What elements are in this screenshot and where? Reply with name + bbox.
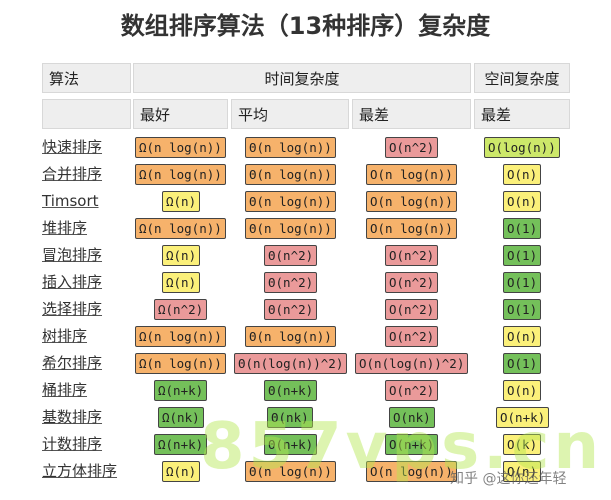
credit-text: 知乎 @这你还年轻 bbox=[450, 471, 567, 487]
complexity-badge-space: O(1) bbox=[503, 353, 542, 374]
table-row: 插入排序 Ω(n) Θ(n^2) O(n^2) O(1) bbox=[42, 269, 570, 296]
algorithm-link[interactable]: 合并排序 bbox=[42, 165, 103, 183]
complexity-badge-best: Ω(n log(n)) bbox=[135, 326, 226, 347]
complexity-badge-worst: O(n^2) bbox=[385, 137, 439, 158]
algorithm-link[interactable]: 插入排序 bbox=[42, 273, 103, 291]
complexity-badge-space: O(1) bbox=[503, 272, 542, 293]
algorithm-link[interactable]: 选择排序 bbox=[42, 300, 103, 318]
complexity-table: 算法 时间复杂度 空间复杂度 最好 平均 最差 最差 快速排序 Ω(n log(n… bbox=[42, 63, 570, 485]
complexity-badge-space: O(n) bbox=[503, 326, 542, 347]
complexity-badge-best: Ω(n) bbox=[162, 245, 201, 266]
subheader-row: 最好 平均 最差 最差 bbox=[42, 99, 570, 132]
complexity-badge-avg: Θ(n log(n)) bbox=[245, 461, 336, 482]
complexity-badge-space: O(n) bbox=[503, 380, 542, 401]
table-row: 快速排序 Ω(n log(n)) Θ(n log(n)) O(n^2) O(log(n)… bbox=[42, 134, 570, 161]
table-row: 合并排序 Ω(n log(n)) Θ(n log(n)) O(n log(n)) O(n… bbox=[42, 161, 570, 188]
table-row: 桶排序 Ω(n+k) Θ(n+k) O(n^2) O(n) bbox=[42, 377, 570, 404]
table-row: 基数排序 Ω(nk) Θ(nk) O(nk) O(n+k) bbox=[42, 404, 570, 431]
complexity-badge-worst: O(n^2) bbox=[385, 272, 439, 293]
complexity-badge-best: Ω(n+k) bbox=[154, 434, 208, 455]
complexity-badge-worst: O(n(log(n))^2) bbox=[355, 353, 469, 374]
complexity-badge-worst: O(n^2) bbox=[385, 245, 439, 266]
complexity-badge-space: O(n) bbox=[503, 164, 542, 185]
complexity-badge-best: Ω(n) bbox=[162, 461, 201, 482]
complexity-badge-worst: O(n log(n)) bbox=[366, 218, 457, 239]
complexity-badge-best: Ω(n+k) bbox=[154, 380, 208, 401]
table-row: 希尔排序 Ω(n log(n)) Θ(n(log(n))^2) O(n(log(n))… bbox=[42, 350, 570, 377]
complexity-badge-avg: Θ(n(log(n))^2) bbox=[234, 353, 348, 374]
complexity-badge-avg: Θ(n^2) bbox=[264, 299, 318, 320]
complexity-badge-best: Ω(n log(n)) bbox=[135, 353, 226, 374]
table-row: 计数排序 Ω(n+k) Θ(n+k) O(n+k) O(k) bbox=[42, 431, 570, 458]
complexity-badge-space: O(k) bbox=[503, 434, 542, 455]
complexity-badge-worst: O(n+k) bbox=[385, 434, 439, 455]
complexity-badge-avg: Θ(n log(n)) bbox=[245, 164, 336, 185]
subheader-worst: 最差 bbox=[352, 99, 471, 129]
complexity-badge-avg: Θ(nk) bbox=[267, 407, 313, 428]
table-row: 树排序 Ω(n log(n)) Θ(n log(n)) O(n^2) O(n) bbox=[42, 323, 570, 350]
complexity-badge-avg: Θ(n^2) bbox=[264, 245, 318, 266]
header-time-complexity: 时间复杂度 bbox=[133, 63, 471, 93]
table-body: 快速排序 Ω(n log(n)) Θ(n log(n)) O(n^2) O(log(n)… bbox=[42, 134, 570, 485]
table-row: 立方体排序 Ω(n) Θ(n log(n)) O(n log(n)) O(n) bbox=[42, 458, 570, 485]
algorithm-link[interactable]: 桶排序 bbox=[42, 381, 88, 399]
complexity-badge-worst: O(nk) bbox=[389, 407, 435, 428]
complexity-badge-best: Ω(n log(n)) bbox=[135, 137, 226, 158]
subheader-empty bbox=[42, 99, 131, 129]
complexity-badge-space: O(n) bbox=[503, 461, 542, 482]
watermark: 857vps.cn bbox=[200, 410, 604, 484]
complexity-badge-space: O(1) bbox=[503, 299, 542, 320]
complexity-badge-avg: Θ(n log(n)) bbox=[245, 218, 336, 239]
table-row: 堆排序 Ω(n log(n)) Θ(n log(n)) O(n log(n)) O(1) bbox=[42, 215, 570, 242]
complexity-badge-space: O(log(n)) bbox=[484, 137, 560, 158]
table-row: 冒泡排序 Ω(n) Θ(n^2) O(n^2) O(1) bbox=[42, 242, 570, 269]
algorithm-link[interactable]: 计数排序 bbox=[42, 435, 103, 453]
header-space-complexity: 空间复杂度 bbox=[474, 63, 570, 93]
complexity-badge-best: Ω(n) bbox=[162, 191, 201, 212]
complexity-badge-worst: O(n log(n)) bbox=[366, 461, 457, 482]
algorithm-link[interactable]: 基数排序 bbox=[42, 408, 103, 426]
header-row: 算法 时间复杂度 空间复杂度 bbox=[42, 63, 570, 96]
algorithm-link[interactable]: 冒泡排序 bbox=[42, 246, 103, 264]
complexity-badge-best: Ω(n log(n)) bbox=[135, 218, 226, 239]
algorithm-link[interactable]: 堆排序 bbox=[42, 219, 88, 237]
subheader-best: 最好 bbox=[133, 99, 228, 129]
complexity-badge-worst: O(n log(n)) bbox=[366, 191, 457, 212]
complexity-badge-avg: Θ(n+k) bbox=[264, 434, 318, 455]
complexity-badge-best: Ω(n^2) bbox=[154, 299, 208, 320]
table-row: 选择排序 Ω(n^2) Θ(n^2) O(n^2) O(1) bbox=[42, 296, 570, 323]
complexity-badge-space: O(1) bbox=[503, 218, 542, 239]
algorithm-link[interactable]: 立方体排序 bbox=[42, 462, 118, 480]
page-title: 数组排序算法（13种排序）复杂度 bbox=[120, 12, 491, 40]
algorithm-link[interactable]: Timsort bbox=[42, 192, 99, 210]
complexity-badge-worst: O(n^2) bbox=[385, 326, 439, 347]
complexity-badge-worst: O(n log(n)) bbox=[366, 164, 457, 185]
complexity-badge-avg: Θ(n log(n)) bbox=[245, 191, 336, 212]
complexity-badge-worst: O(n^2) bbox=[385, 299, 439, 320]
algorithm-link[interactable]: 树排序 bbox=[42, 327, 88, 345]
complexity-badge-best: Ω(n) bbox=[162, 272, 201, 293]
algorithm-link[interactable]: 希尔排序 bbox=[42, 354, 103, 372]
complexity-badge-avg: Θ(n^2) bbox=[264, 272, 318, 293]
subheader-space-worst: 最差 bbox=[474, 99, 570, 129]
complexity-badge-avg: Θ(n+k) bbox=[264, 380, 318, 401]
complexity-badge-space: O(n) bbox=[503, 191, 542, 212]
complexity-badge-best: Ω(nk) bbox=[158, 407, 204, 428]
complexity-badge-avg: Θ(n log(n)) bbox=[245, 326, 336, 347]
complexity-badge-worst: O(n^2) bbox=[385, 380, 439, 401]
complexity-badge-avg: Θ(n log(n)) bbox=[245, 137, 336, 158]
table-row: Timsort Ω(n) Θ(n log(n)) O(n log(n)) O(n) bbox=[42, 188, 570, 215]
header-algorithm: 算法 bbox=[42, 63, 131, 93]
complexity-badge-space: O(n+k) bbox=[496, 407, 550, 428]
complexity-badge-space: O(1) bbox=[503, 245, 542, 266]
algorithm-link[interactable]: 快速排序 bbox=[42, 138, 103, 156]
complexity-badge-best: Ω(n log(n)) bbox=[135, 164, 226, 185]
subheader-average: 平均 bbox=[231, 99, 349, 129]
